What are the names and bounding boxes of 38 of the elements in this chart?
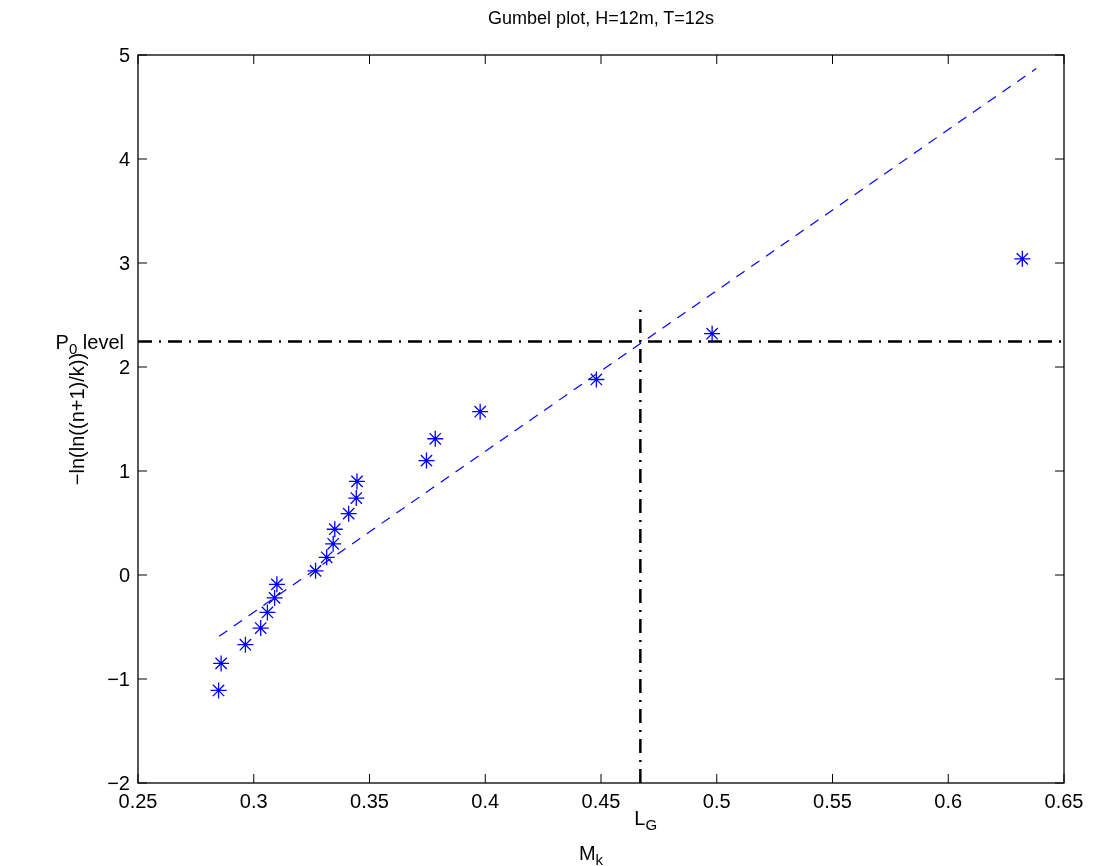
- point: [212, 654, 230, 673]
- point: [326, 520, 344, 538]
- y-tick-label: 5: [118, 44, 130, 66]
- x-tick-label: 0.4: [471, 790, 500, 812]
- point: [268, 575, 286, 594]
- point: [252, 619, 270, 637]
- point: [348, 472, 366, 491]
- x-tick-label: 0.6: [934, 790, 963, 812]
- ref-line-label: L$_{G}$: [634, 807, 658, 834]
- point: [324, 535, 342, 553]
- y-tick-label: 3: [118, 252, 130, 274]
- point: [1013, 250, 1031, 268]
- point: [471, 403, 489, 421]
- y-tick-label: 0: [118, 564, 130, 586]
- x-tick-label: 0.35: [350, 790, 389, 812]
- point: [236, 636, 255, 654]
- x-axis-title: M$_{k}$: [578, 842, 604, 866]
- point: [306, 562, 325, 580]
- point: [347, 489, 365, 507]
- y-tick-label: 1: [118, 460, 130, 482]
- point: [417, 451, 436, 470]
- point: [703, 325, 721, 343]
- point: [318, 548, 336, 566]
- y-tick-label: −1: [107, 668, 130, 690]
- point: [258, 603, 277, 622]
- x-tick-label: 0.3: [239, 790, 268, 812]
- point: [340, 504, 358, 523]
- x-tick-label: 0.55: [813, 790, 852, 812]
- y-tick-label: 2: [118, 356, 130, 378]
- point: [209, 681, 228, 700]
- point: [265, 589, 284, 607]
- x-tick-label: 0.5: [702, 790, 731, 812]
- x-tick-label: 0.65: [1044, 790, 1084, 812]
- chart-title: Gumbel plot, H=12m, T=12s: [488, 8, 714, 28]
- y-tick-label: 4: [118, 148, 130, 170]
- point: [587, 370, 606, 389]
- point: [426, 430, 444, 448]
- x-tick-label: 0.45: [581, 790, 621, 812]
